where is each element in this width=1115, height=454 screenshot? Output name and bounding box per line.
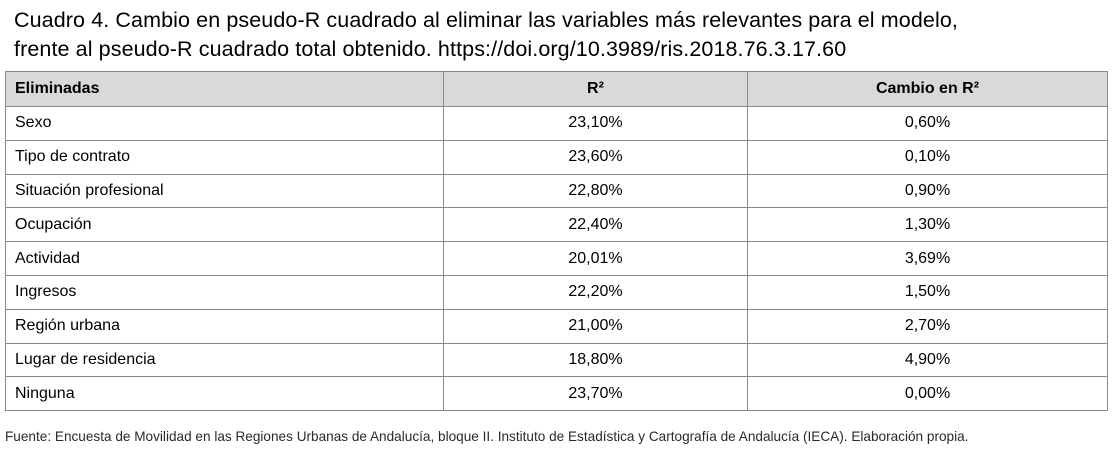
table-caption: Cuadro 4. Cambio en pseudo-R cuadrado al…	[14, 6, 1104, 64]
cell-change: 0,60%	[747, 106, 1108, 141]
table-row: Ninguna 23,70% 0,00%	[5, 376, 1108, 412]
cell-variable: Sexo	[5, 106, 444, 141]
cell-change: 3,69%	[747, 241, 1108, 276]
header-r2: R²	[443, 71, 748, 107]
table-body: Sexo 23,10% 0,60% Tipo de contrato 23,60…	[5, 106, 1108, 412]
cell-change: 1,30%	[747, 207, 1108, 243]
cell-variable: Ninguna	[5, 376, 444, 412]
cell-variable: Región urbana	[5, 308, 444, 344]
table-row: Actividad 20,01% 3,69%	[5, 241, 1108, 276]
table-row: Lugar de residencia 18,80% 4,90%	[5, 342, 1108, 378]
cell-r2: 23,60%	[443, 139, 748, 175]
cell-change: 2,70%	[747, 308, 1108, 344]
cell-r2: 23,10%	[443, 106, 748, 141]
source-note: Fuente: Encuesta de Movilidad en las Reg…	[5, 429, 969, 444]
cell-r2: 22,80%	[443, 173, 748, 209]
cell-variable: Situación profesional	[5, 173, 444, 209]
cell-r2: 22,20%	[443, 274, 748, 310]
header-row: Eliminadas R² Cambio en R²	[5, 71, 1108, 107]
cell-variable: Ocupación	[5, 207, 444, 243]
table-header: Eliminadas R² Cambio en R²	[5, 71, 1108, 107]
cell-r2: 21,00%	[443, 308, 748, 344]
cell-change: 0,90%	[747, 173, 1108, 209]
cell-change: 0,10%	[747, 139, 1108, 175]
caption-line-1: Cuadro 4. Cambio en pseudo-R cuadrado al…	[14, 8, 958, 32]
table-row: Situación profesional 22,80% 0,90%	[5, 173, 1108, 209]
cell-change: 0,00%	[747, 376, 1108, 412]
cell-r2: 18,80%	[443, 342, 748, 378]
cell-r2: 20,01%	[443, 241, 748, 276]
cell-r2: 23,70%	[443, 376, 748, 412]
cell-change: 4,90%	[747, 342, 1108, 378]
cell-variable: Actividad	[5, 241, 444, 276]
table-row: Ocupación 22,40% 1,30%	[5, 207, 1108, 243]
table-row: Región urbana 21,00% 2,70%	[5, 308, 1108, 344]
cell-variable: Lugar de residencia	[5, 342, 444, 378]
table-row: Ingresos 22,20% 1,50%	[5, 274, 1108, 310]
header-eliminadas: Eliminadas	[5, 71, 444, 107]
table-row: Sexo 23,10% 0,60%	[5, 106, 1108, 141]
cell-r2: 22,40%	[443, 207, 748, 243]
cell-change: 1,50%	[747, 274, 1108, 310]
cell-variable: Tipo de contrato	[5, 139, 444, 175]
header-cambio-r2: Cambio en R²	[747, 71, 1108, 107]
results-table: Eliminadas R² Cambio en R² Sexo 23,10% 0…	[5, 71, 1108, 412]
cell-variable: Ingresos	[5, 274, 444, 310]
table-row: Tipo de contrato 23,60% 0,10%	[5, 139, 1108, 175]
caption-line-2: frente al pseudo-R cuadrado total obteni…	[14, 37, 847, 61]
